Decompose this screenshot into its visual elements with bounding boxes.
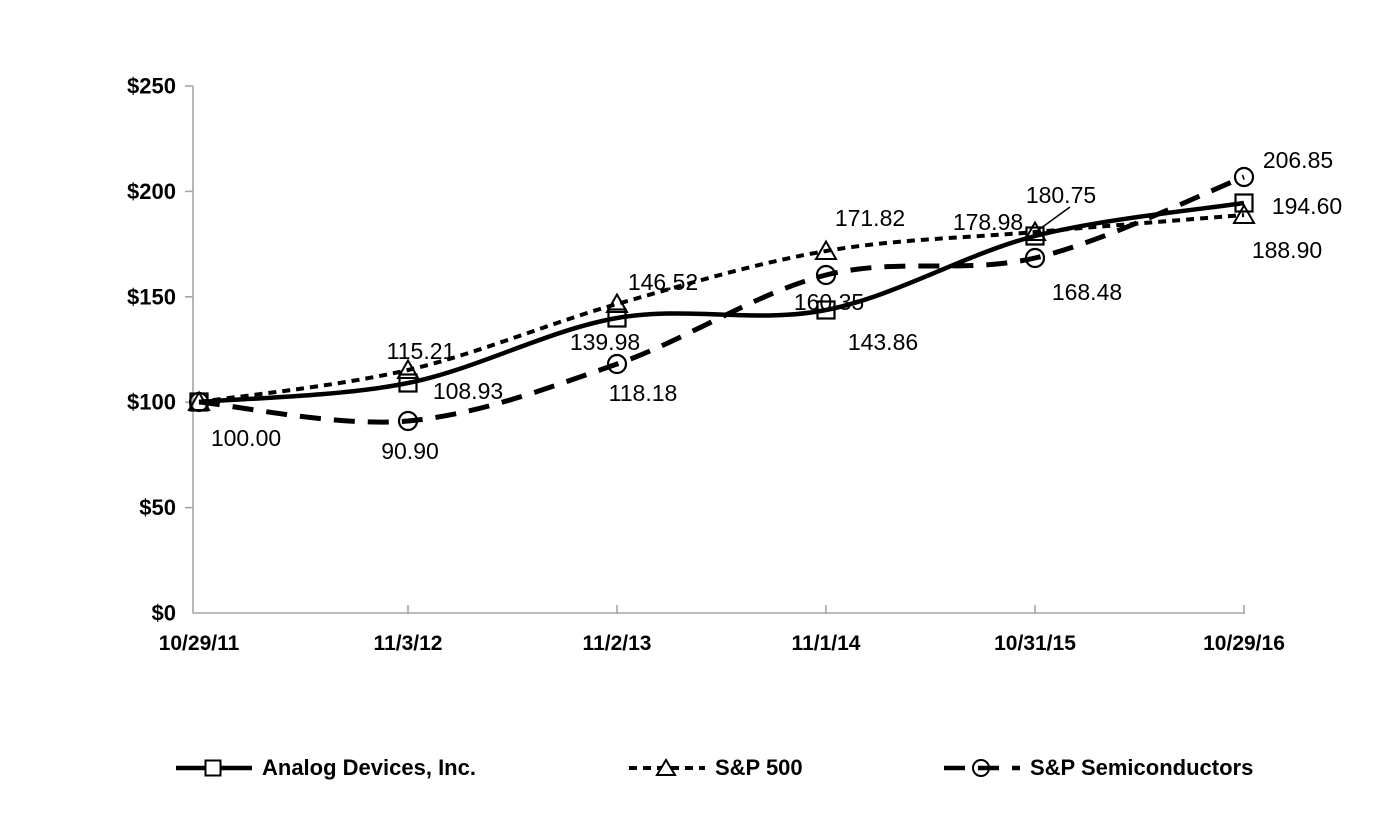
data-label: 100.00 <box>211 425 281 451</box>
legend-marker-triangle <box>655 758 677 776</box>
data-label: 108.93 <box>433 378 503 404</box>
legend-swatch-sp-semiconductors <box>944 759 1020 777</box>
marker-circle <box>815 264 837 286</box>
data-label: 139.98 <box>570 329 640 355</box>
x-tick-label: 10/29/11 <box>159 632 240 655</box>
series-line-0 <box>198 200 1245 405</box>
y-tick-label: $50 <box>139 495 176 520</box>
x-tick-label: 11/3/12 <box>374 632 443 655</box>
marker-triangle <box>814 239 838 260</box>
legend-label-sp500: S&P 500 <box>715 755 803 780</box>
data-label: 188.90 <box>1252 237 1322 263</box>
marker-circle <box>397 410 419 432</box>
data-label: 178.98 <box>953 209 1023 235</box>
data-label: 90.90 <box>381 438 439 464</box>
y-tick-label: $250 <box>127 74 176 99</box>
legend-label-analog-devices: Analog Devices, Inc. <box>262 755 476 780</box>
y-tick-label: $0 <box>152 601 176 626</box>
x-tick-label: 10/29/16 <box>1203 632 1285 655</box>
y-tick-label: $200 <box>127 179 176 204</box>
marker-square <box>607 308 627 328</box>
data-label: 160.35 <box>794 289 864 315</box>
data-label: 168.48 <box>1052 279 1122 305</box>
data-label: 143.86 <box>848 329 918 355</box>
y-tick-label: $100 <box>127 390 176 415</box>
legend-swatch-sp500 <box>629 758 705 776</box>
series-line-2 <box>198 174 1245 425</box>
data-label: 206.85 <box>1263 147 1333 173</box>
legend-marker-circle <box>972 759 990 777</box>
x-tick-label: 11/2/13 <box>583 632 652 655</box>
marker-square <box>1234 193 1254 213</box>
legend-swatch-analog-devices <box>176 759 252 777</box>
data-label: 146.52 <box>628 269 698 295</box>
data-label: 115.21 <box>387 338 456 364</box>
marker-circle <box>606 353 628 375</box>
legend-item-sp500: S&P 500 <box>628 751 803 785</box>
marker-square <box>816 300 836 320</box>
data-label: 171.82 <box>835 205 905 231</box>
label-leader-line <box>1036 206 1071 232</box>
x-tick-label: 11/1/14 <box>792 632 861 655</box>
marker-circle <box>1233 166 1255 188</box>
marker-square <box>1025 226 1045 246</box>
marker-triangle <box>605 292 629 313</box>
marker-triangle <box>1232 203 1256 224</box>
x-tick-label: 10/31/15 <box>994 632 1076 655</box>
marker-square <box>189 392 209 412</box>
data-label: 118.18 <box>609 380 678 406</box>
y-tick-label: $150 <box>127 284 176 309</box>
legend-marker-square <box>204 759 222 777</box>
marker-square <box>398 373 418 393</box>
legend-item-analog-devices: Analog Devices, Inc. <box>175 751 476 785</box>
data-label: 194.60 <box>1272 193 1342 219</box>
legend-item-sp-semiconductors: S&P Semiconductors <box>943 751 1253 785</box>
marker-triangle <box>396 358 420 379</box>
legend-label-sp-semiconductors: S&P Semiconductors <box>1030 755 1254 780</box>
marker-circle <box>1024 247 1046 269</box>
data-label: 180.75 <box>1026 182 1096 208</box>
marker-triangle <box>1023 220 1047 241</box>
